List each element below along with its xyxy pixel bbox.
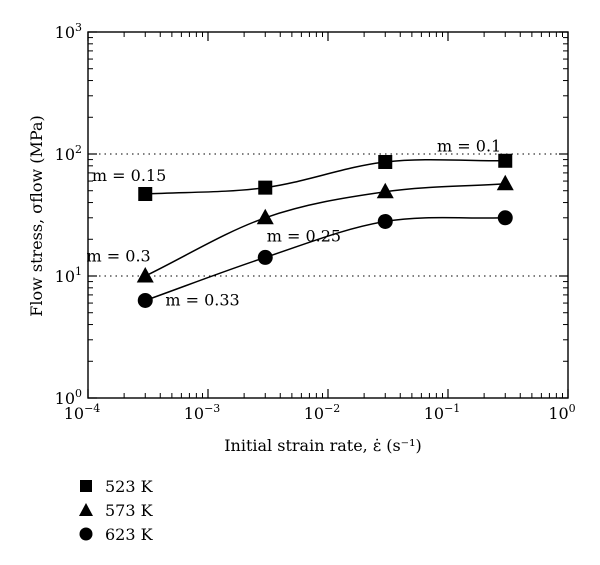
y-axis-label: Flow stress, σflow (MPa) (27, 115, 46, 316)
slope-annotation: m = 0.3 (87, 246, 151, 265)
x-tick-label: 10−4 (64, 402, 101, 423)
slope-annotations: m = 0.1 m = 0.15 m = 0.25 m = 0.3 m = 0.33 (87, 137, 502, 310)
slope-annotation: m = 0.1 (437, 137, 501, 156)
x-tick-label: 10−2 (304, 402, 341, 423)
circle-marker (257, 249, 273, 265)
square-marker (498, 153, 513, 168)
square-marker-icon (80, 480, 92, 492)
y-tick-label: 103 (55, 21, 82, 42)
legend-label: 623 K (105, 524, 153, 544)
series-curves (144, 158, 506, 302)
data-markers (136, 153, 514, 308)
circle-marker (377, 213, 393, 229)
x-axis-label: Initial strain rate, ε̇ (s⁻¹) (224, 436, 422, 455)
square-marker (138, 187, 153, 202)
x-tick-label: 10−3 (184, 402, 221, 423)
y-tick-label: 102 (55, 143, 82, 164)
triangle-marker-icon (79, 503, 93, 516)
legend: 523 K 573 K 623 K (78, 474, 153, 546)
triangle-marker (136, 267, 154, 283)
legend-item-523k: 523 K (78, 474, 153, 498)
series-line (145, 158, 506, 195)
legend-item-623k: 623 K (78, 522, 153, 546)
legend-item-573k: 573 K (78, 498, 153, 522)
triangle-marker (376, 182, 394, 199)
slope-annotation: m = 0.33 (165, 290, 239, 309)
series-line (145, 216, 506, 302)
circle-marker-icon (79, 527, 93, 541)
triangle-marker (496, 174, 514, 191)
circle-marker (497, 210, 513, 226)
slope-annotation: m = 0.25 (267, 227, 341, 246)
slope-annotation: m = 0.15 (92, 166, 166, 185)
legend-label: 523 K (105, 476, 153, 496)
y-tick-label: 100 (55, 387, 82, 408)
x-tick-label: 10−1 (424, 402, 461, 423)
square-marker (258, 180, 273, 195)
triangle-marker (256, 208, 274, 225)
plot-frame (87, 31, 569, 399)
y-tick-label: 101 (55, 265, 82, 286)
square-marker (378, 154, 393, 169)
axis-ticks (87, 31, 569, 399)
circle-marker (137, 292, 153, 308)
tick-labels: 10−4 10−3 10−2 10−1 100 100 101 102 103 (55, 21, 576, 423)
legend-label: 573 K (105, 500, 153, 520)
series-line (144, 183, 506, 277)
x-tick-label: 100 (548, 402, 575, 423)
